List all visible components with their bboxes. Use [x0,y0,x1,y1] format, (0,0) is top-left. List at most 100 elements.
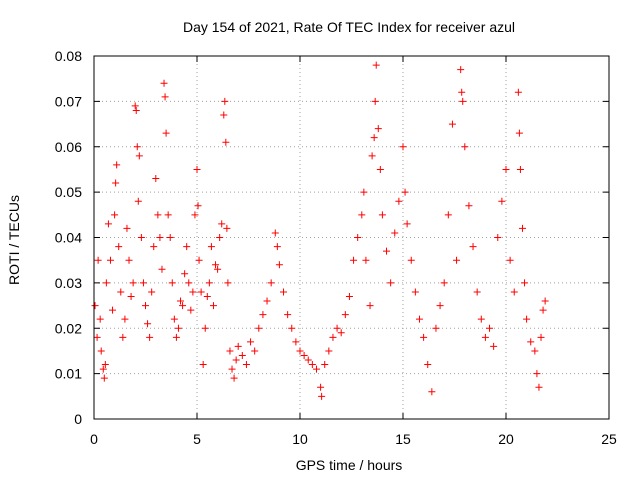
y-tick-label: 0.04 [55,230,82,246]
data-point [101,361,109,369]
data-point [228,365,236,373]
data-point [125,256,133,264]
y-tick-label: 0.01 [55,366,82,382]
data-point [96,315,104,323]
data-point [515,129,523,137]
data-point [194,202,202,210]
data-point [407,256,415,264]
data-point [360,188,368,196]
data-point [179,302,187,310]
data-point [539,306,547,314]
x-tick-label: 5 [193,431,201,447]
data-point [383,247,391,255]
data-point [498,197,506,205]
data-point [300,351,308,359]
data-point [156,234,164,241]
data-point [251,347,259,355]
data-point [162,129,170,137]
data-point [527,338,535,346]
data-point [325,347,333,355]
data-point [391,229,399,237]
data-point [161,93,169,101]
data-point [166,234,174,241]
data-point [317,383,325,391]
data-point [242,361,250,369]
data-points [91,61,549,400]
data-point [133,143,141,151]
grid [94,56,609,419]
data-point [187,306,195,314]
data-point [337,329,345,337]
data-point [174,324,182,332]
data-point [401,188,409,196]
data-point [304,356,312,364]
data-point [267,279,275,287]
data-point [191,211,199,219]
data-point [321,361,329,369]
y-tick-label: 0.07 [55,93,82,109]
data-point [146,333,154,341]
data-point [308,361,316,369]
data-point [288,324,296,332]
data-point [170,315,178,323]
data-point [106,256,114,264]
data-point [366,302,374,310]
data-point [164,211,172,219]
y-axis-label: ROTI / TECUs [6,195,22,285]
data-point [432,324,440,332]
data-point [154,211,162,219]
data-point [333,324,341,332]
data-point [372,61,380,69]
data-point [102,279,110,287]
data-point [469,243,477,251]
data-point [134,197,142,205]
data-point [113,161,121,169]
data-point [197,288,205,296]
data-point [436,302,444,310]
y-axis: 0 0.01 0.02 0.03 0.04 0.05 0.06 0.07 0.08 [55,48,609,427]
data-point [109,306,117,314]
data-point [99,365,107,373]
data-point [185,279,193,287]
data-point [150,243,158,251]
y-tick-label: 0.06 [55,139,82,155]
data-point [312,365,320,373]
data-point [448,120,456,128]
data-point [220,111,228,119]
data-point [168,279,176,287]
data-point [459,97,467,105]
data-point [453,256,461,264]
y-tick-label: 0.03 [55,275,82,291]
data-point [199,361,207,369]
data-point [514,88,522,96]
data-point [203,292,211,300]
data-point [458,88,466,96]
data-point [148,288,156,296]
data-point [121,315,129,323]
data-point [502,165,510,173]
x-tick-label: 0 [90,431,98,447]
y-tick-label: 0.08 [55,48,82,64]
data-point [444,211,452,219]
data-point [275,261,283,269]
data-point [127,292,135,300]
data-point [477,315,485,323]
data-point [461,143,469,151]
data-point [158,265,166,273]
data-point [218,220,226,228]
data-point [207,243,215,251]
data-point [537,333,545,341]
data-point [531,347,539,355]
data-point [94,256,102,264]
data-point [523,315,531,323]
data-point [271,229,279,237]
data-point [224,279,232,287]
data-point [457,66,465,74]
data-point [234,342,242,350]
data-point [292,338,300,346]
data-point [139,279,147,287]
data-point [516,165,524,173]
data-point [376,165,384,173]
data-point [112,179,120,187]
